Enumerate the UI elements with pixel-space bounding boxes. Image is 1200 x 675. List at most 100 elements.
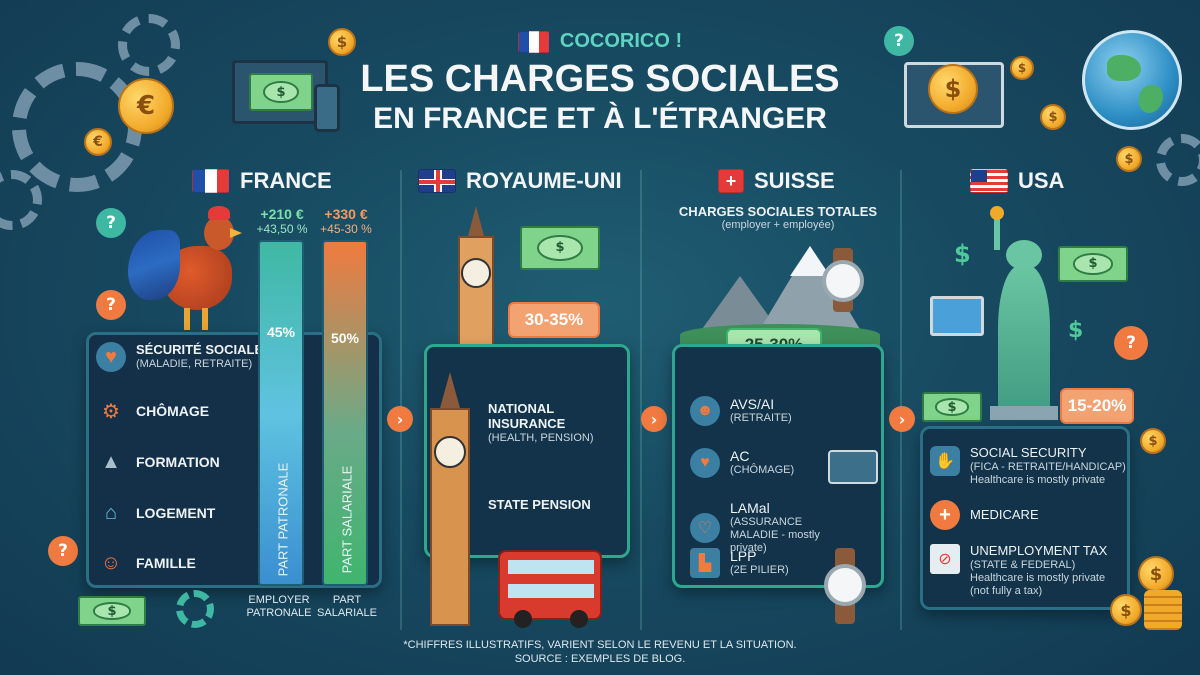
country-uk-heading: ROYAUME-UNI <box>418 168 622 194</box>
usa-item: ⊘ UNEMPLOYMENT TAX (STATE & FEDERAL) Healt… <box>930 543 1120 599</box>
flag-uk-icon <box>418 169 456 193</box>
hand-icon: ✋ <box>930 446 960 476</box>
country-name: FRANCE <box>240 168 332 193</box>
question-bubble-icon: ? <box>96 208 126 238</box>
country-suisse-heading: + SUISSE <box>718 168 835 194</box>
employee-caption: PART SALARIALE <box>317 594 377 620</box>
banknote-icon: $ <box>520 226 600 270</box>
employer-caption: EMPLOYER PATRONALE <box>246 594 312 620</box>
statue-of-liberty-icon <box>984 206 1064 420</box>
suisse-item: ♥ AC (CHÔMAGE) <box>690 448 794 478</box>
big-ben-tower-icon <box>426 372 474 626</box>
france-item: ▲ FORMATION <box>96 447 220 477</box>
employer-amount: +210 € +43,50 % <box>256 206 308 236</box>
hand-heart-icon: ♥ <box>690 448 720 478</box>
briefcase-icon <box>828 450 878 484</box>
suisse-heading: CHARGES SOCIALES TOTALES (employer + emp… <box>678 204 878 231</box>
dollar-coin-icon: $ <box>1010 56 1034 80</box>
question-bubble-icon: ? <box>96 290 126 320</box>
big-ben-icon <box>452 206 500 346</box>
title-line-1: LES CHARGES SOCIALES <box>360 58 840 100</box>
question-bubble-icon: ? <box>884 26 914 56</box>
employee-bar-percent: 50% <box>330 330 360 346</box>
chevron-right-icon: › <box>889 406 915 432</box>
graduation-cap-icon: ▲ <box>101 450 121 473</box>
flag-france-icon <box>192 169 230 193</box>
column-divider <box>400 170 402 630</box>
usa-item: ✋ SOCIAL SECURITY (FICA - RETRAITE/HANDIC… <box>930 445 1126 487</box>
globe-icon <box>1082 30 1182 130</box>
dollar-coin-icon: $ <box>1040 104 1066 130</box>
family-icon: ☺ <box>100 551 122 574</box>
employer-bar-label: PART PATRONALE <box>275 462 291 577</box>
red-bus-icon <box>498 550 602 628</box>
dollar-coin-icon: $ <box>1116 146 1142 172</box>
dollar-coin-icon: $ <box>1140 428 1166 454</box>
employer-bar: 45% PART PATRONALE <box>258 240 304 586</box>
country-name: ROYAUME-UNI <box>466 168 622 193</box>
question-bubble-icon: ? <box>48 536 78 566</box>
dollar-sign-icon: $ <box>1068 318 1084 343</box>
factory-icon: ▙ <box>690 548 720 578</box>
dollar-coin-icon: $ <box>928 64 978 114</box>
uk-rate-badge: 30-35% <box>508 302 600 338</box>
computer-icon <box>930 296 984 336</box>
dollar-coin-icon: $ <box>328 28 356 56</box>
country-name: USA <box>1018 168 1065 193</box>
chevron-right-icon: › <box>387 406 413 432</box>
suisse-item: ♡ LAMal (ASSURANCE MALADIE - mostly priva… <box>690 500 834 556</box>
flag-usa-icon <box>970 169 1008 193</box>
column-divider <box>640 170 642 630</box>
suisse-item: ☻ AVS/AI (RETRAITE) <box>690 396 792 426</box>
employee-amount: +330 € +45-30 % <box>320 206 372 236</box>
page-title: LES CHARGES SOCIALES EN FRANCE ET À L'ÉT… <box>0 58 1200 136</box>
banknote-icon: $ <box>1058 246 1128 282</box>
country-name: SUISSE <box>754 168 835 193</box>
euro-coin-icon: € <box>84 128 112 156</box>
usa-rate-badge: 15-20% <box>1060 388 1134 424</box>
employer-bar-percent: 45% <box>266 324 296 340</box>
country-usa-heading: USA <box>970 168 1064 194</box>
employee-bar: 50% PART SALARIALE <box>322 240 368 586</box>
footer-note: *CHIFFRES ILLUSTRATIFS, VARIENT SELON LE… <box>403 639 797 666</box>
people-icon: ☻ <box>690 396 720 426</box>
chevron-right-icon: › <box>641 406 667 432</box>
flag-france-icon <box>517 30 550 53</box>
statue-base <box>990 406 1058 420</box>
euro-coin-icon: € <box>118 78 174 134</box>
coin-stack-icon <box>1144 590 1182 630</box>
watch-icon <box>822 248 864 312</box>
banknote-icon: $ <box>922 392 982 422</box>
monitor-icon: $ <box>232 60 328 124</box>
uk-item: NATIONAL INSURANCE (HEALTH, PENSION) <box>488 401 594 444</box>
employee-bar-label: PART SALARIALE <box>339 465 355 574</box>
gear-icon <box>1156 134 1200 186</box>
france-item: ⚙ CHÔMAGE <box>96 396 209 426</box>
question-bubble-icon: ? <box>1114 326 1148 360</box>
flag-switzerland-icon: + <box>718 169 744 193</box>
france-item: ☺ FAMILLE <box>96 548 196 578</box>
gear-icon <box>176 590 214 628</box>
gear-icon <box>118 14 180 76</box>
suisse-item: ▙ LPP (2E PILIER) <box>690 548 789 578</box>
dollar-coin-icon: $ <box>1138 556 1174 592</box>
gear-icon <box>0 170 42 230</box>
column-divider <box>900 170 902 630</box>
france-item: ♥ SÉCURITÉ SOCIALE (MALADIE, RETRAITE) <box>96 342 263 372</box>
medical-cross-icon: + <box>930 500 960 530</box>
house-icon: ⌂ <box>104 501 118 524</box>
watch-icon <box>824 548 866 624</box>
dollar-coin-icon: $ <box>1110 594 1142 626</box>
header-eyebrow: COCORICO ! <box>0 30 1200 53</box>
banknote-icon: $ <box>78 596 146 626</box>
phone-icon <box>314 84 340 132</box>
heart-shield-icon: ♥ <box>96 342 126 372</box>
gear-briefcase-icon: ⚙ <box>102 400 120 423</box>
banknote-icon: $ <box>249 73 313 111</box>
eyebrow-text: COCORICO ! <box>559 30 683 52</box>
rooster-icon <box>128 206 244 332</box>
dollar-sign-icon: $ <box>954 240 971 268</box>
heartbeat-icon: ♡ <box>690 512 720 543</box>
title-line-2: EN FRANCE ET À L'ÉTRANGER <box>373 101 827 135</box>
uk-item: STATE PENSION <box>488 497 591 512</box>
